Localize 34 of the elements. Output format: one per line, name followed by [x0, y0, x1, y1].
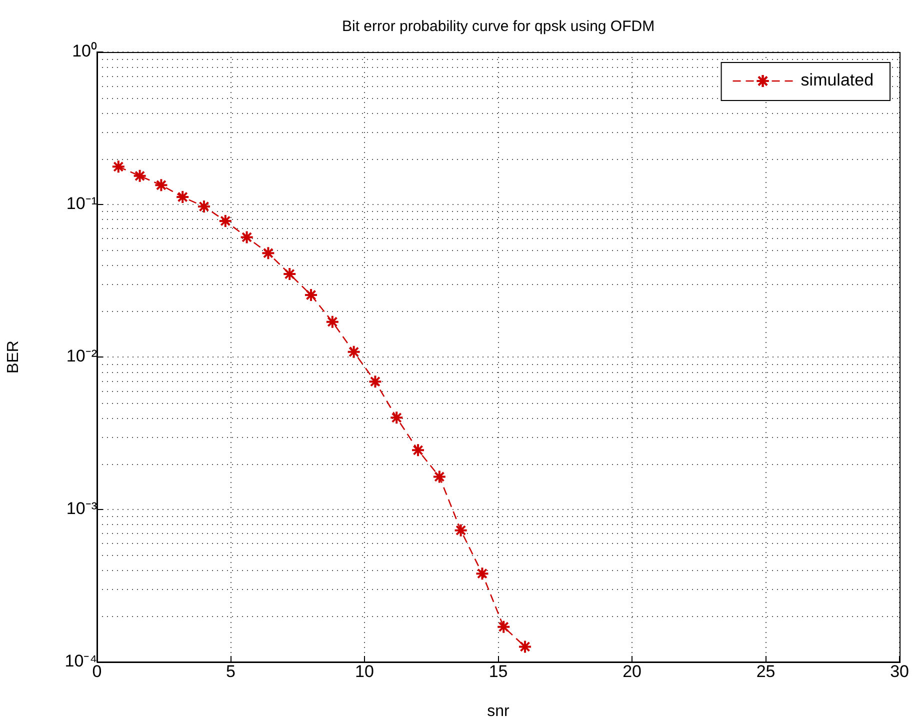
x-tick-label: 25: [756, 662, 776, 681]
y-tick-label: 10⁰: [72, 42, 97, 61]
point: [240, 230, 254, 244]
point: [218, 214, 232, 228]
legend-label: simulated: [800, 70, 874, 90]
x-tick-label: 15: [488, 662, 508, 681]
point: [411, 443, 426, 458]
point: [176, 190, 190, 204]
x-tick-label: 5: [226, 662, 236, 681]
x-axis-title: snr: [487, 702, 510, 720]
x-tick-label: 20: [622, 662, 642, 681]
point: [132, 168, 147, 183]
y-tick-label: 10⁻²: [66, 346, 98, 366]
point: [154, 178, 168, 192]
point: [432, 470, 446, 484]
point: [475, 566, 490, 581]
x-tick-label: 30: [890, 662, 910, 681]
point: [518, 640, 532, 654]
point: [346, 344, 361, 359]
y-axis-title: BER: [5, 340, 22, 374]
chart-title: Bit error probability curve for qpsk using OFDM: [342, 18, 655, 36]
point: [325, 314, 340, 329]
point: [454, 523, 468, 538]
y-tick-label: 10⁻¹: [66, 194, 98, 214]
point: [368, 374, 382, 389]
x-tick-label: 10: [355, 662, 374, 681]
point: [304, 288, 318, 302]
point: [261, 246, 276, 260]
point: [282, 267, 297, 282]
y-tick-label: 10⁻³: [66, 499, 98, 518]
point: [390, 410, 404, 425]
point: [496, 620, 511, 634]
point: [197, 200, 212, 214]
point: [111, 160, 126, 174]
